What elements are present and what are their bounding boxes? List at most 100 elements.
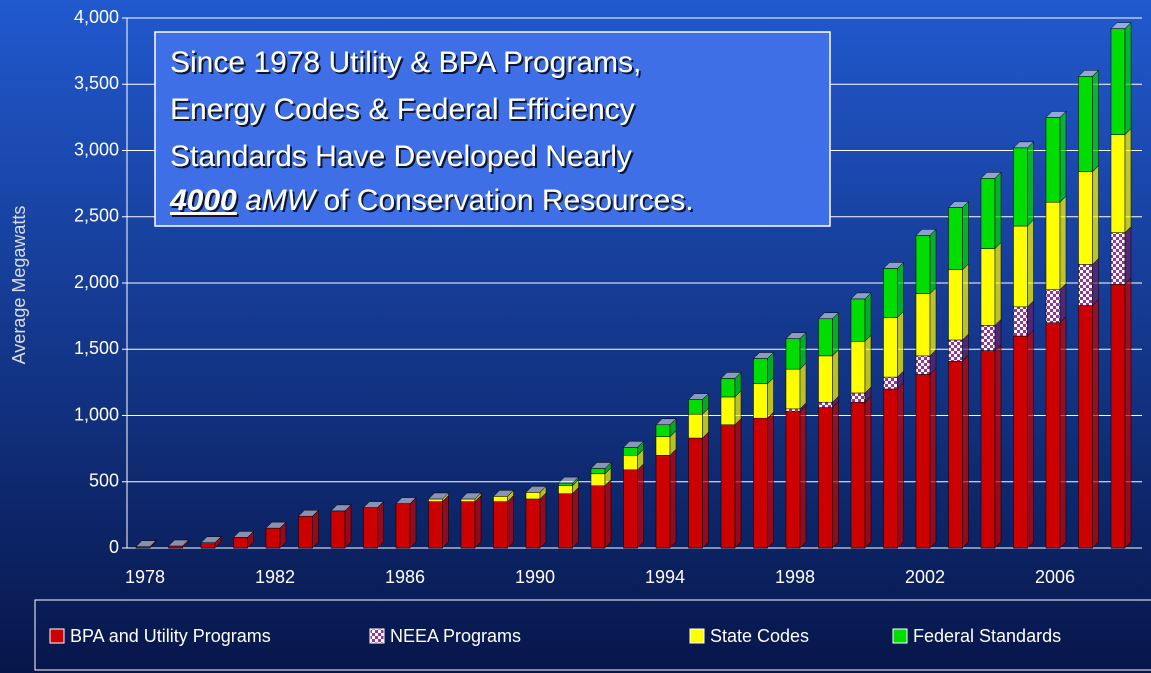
bar-segment (818, 355, 833, 403)
bar-segment (1078, 305, 1093, 549)
annotation-unit: aMW (245, 184, 318, 217)
bar-top (785, 332, 807, 339)
legend: BPA and Utility Programs NEEA Programs Sta… (49, 626, 1061, 646)
bar-top (232, 531, 255, 538)
y-tick-label: 2,500 (74, 206, 119, 226)
y-tick-label: 500 (89, 471, 119, 491)
bar-top (817, 312, 840, 320)
bar-top (882, 262, 905, 269)
bar-segment (818, 402, 833, 408)
x-tick-label: 1982 (255, 567, 295, 587)
bar-segment (850, 341, 866, 394)
bar-segment (948, 269, 963, 341)
bar-segment (753, 358, 768, 384)
bar-segment (493, 501, 508, 549)
legend-label: NEEA Programs (390, 626, 521, 646)
bar-side (1059, 283, 1067, 324)
bar-side (832, 312, 839, 357)
legend-swatch (892, 628, 908, 644)
y-axis-label: Average Megawatts (9, 206, 29, 365)
x-tick-label: 1990 (515, 567, 555, 587)
bar-segment (168, 545, 183, 549)
bar-segment (1078, 76, 1093, 172)
bar-side (929, 367, 937, 549)
bar-side (962, 354, 969, 549)
bar-segment (1013, 306, 1028, 337)
bar-segment (1013, 147, 1028, 227)
bar-top (622, 441, 645, 448)
bar-segment (655, 424, 671, 437)
bar-segment (460, 498, 476, 502)
bar-side (1124, 277, 1132, 549)
bar-top (947, 201, 970, 208)
bar-side (897, 310, 904, 378)
bar-segment (948, 360, 963, 549)
bar-side (344, 504, 352, 549)
bar-side (669, 448, 677, 549)
bar-side (864, 395, 872, 549)
bar-top (167, 539, 190, 547)
bar-top (265, 521, 287, 529)
bar-side (799, 362, 807, 410)
annotation-line: Since 1978 Utility & BPA Programs, (170, 46, 641, 79)
bar-top (915, 229, 937, 236)
bar-side (799, 404, 807, 549)
annotation-number: 4000 (169, 184, 237, 217)
bar-segment (915, 355, 931, 375)
bar-side (312, 509, 319, 549)
bar-top (427, 492, 450, 500)
bar-segment (785, 338, 801, 370)
bar-top (200, 536, 222, 543)
bar-top (492, 490, 515, 497)
bar-top (362, 501, 385, 508)
legend-swatch (49, 628, 65, 644)
bar-segment (1045, 322, 1061, 549)
bar-segment (558, 485, 573, 494)
bar-segment (298, 515, 313, 549)
bar-segment (1078, 171, 1093, 265)
bar-side (734, 418, 742, 549)
bar-segment (785, 411, 801, 549)
y-tick-label: 2,000 (74, 272, 119, 292)
bar-segment (428, 501, 443, 549)
legend-box (34, 599, 1151, 671)
bar-top (395, 497, 417, 504)
bar-segment (688, 399, 703, 415)
bar-segment (915, 374, 931, 549)
bar-segment (883, 388, 898, 549)
bar-side (864, 292, 872, 342)
bar-side (1124, 226, 1132, 285)
y-tick-label: 4,000 (74, 7, 119, 27)
bar-segment (200, 542, 216, 549)
bar-top (557, 476, 580, 484)
bar-segment (883, 317, 898, 378)
bar-side (799, 332, 807, 370)
legend-label: BPA and Utility Programs (70, 626, 271, 646)
bar-segment (525, 498, 541, 549)
bar-top (1077, 70, 1100, 77)
bar-top (980, 172, 1002, 179)
bar-side (1059, 110, 1067, 203)
bar-side (1124, 21, 1132, 136)
legend-swatch (689, 628, 705, 644)
bar-side (409, 497, 417, 549)
bar-side (604, 479, 612, 549)
bar-side (1027, 219, 1034, 308)
bar-top (1110, 22, 1132, 29)
bar-segment (623, 469, 638, 549)
bar-segment (980, 350, 996, 549)
bar-side (994, 343, 1002, 549)
annotation-text: of Conservation Resources. (323, 184, 693, 217)
y-tick-label: 0 (109, 537, 119, 557)
bar-side (474, 495, 482, 549)
bar-segment (720, 396, 736, 426)
bar-segment (883, 376, 898, 390)
bar-segment (1013, 335, 1028, 549)
bar-top (1012, 141, 1035, 149)
bar-segment (590, 485, 606, 549)
bar-segment (558, 482, 573, 486)
bar-segment (785, 408, 801, 412)
bar-side (539, 492, 547, 549)
bar-segment (655, 455, 671, 549)
